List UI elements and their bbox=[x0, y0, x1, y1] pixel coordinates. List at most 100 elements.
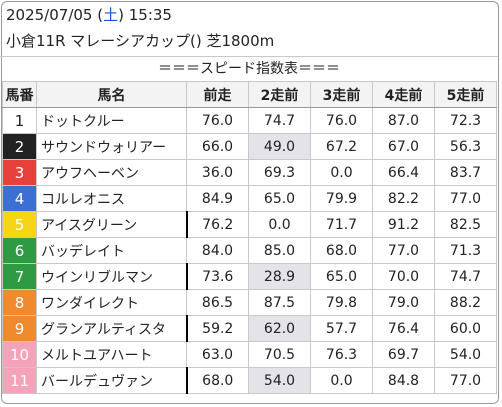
speed-index-value: 79.9 bbox=[310, 185, 373, 212]
horse-name: ウインリブルマン bbox=[36, 263, 188, 290]
speed-index-value: 85.0 bbox=[248, 237, 311, 264]
speed-index-value: 72.3 bbox=[434, 107, 497, 134]
horse-number: 10 bbox=[2, 341, 37, 368]
speed-index-value: 79.8 bbox=[310, 289, 373, 316]
horse-number: 5 bbox=[2, 211, 37, 238]
speed-index-value: 86.5 bbox=[186, 289, 249, 316]
speed-index-value: 68.0 bbox=[186, 367, 249, 394]
speed-index-banner: ＝＝＝スピード指数表＝＝＝ bbox=[0, 56, 498, 81]
horse-number: 3 bbox=[2, 159, 37, 186]
speed-index-value: 0.0 bbox=[310, 367, 373, 394]
horse-number: 8 bbox=[2, 289, 37, 316]
speed-index-value: 76.4 bbox=[372, 315, 435, 342]
speed-index-value: 70.5 bbox=[248, 341, 311, 368]
speed-index-value: 49.0 bbox=[248, 133, 311, 160]
speed-index-value: 66.4 bbox=[372, 159, 435, 186]
speed-index-value: 91.2 bbox=[372, 211, 435, 238]
speed-index-value: 76.0 bbox=[186, 107, 249, 134]
col-header-5back: 5走前 bbox=[434, 81, 497, 108]
speed-index-value: 59.2 bbox=[186, 315, 249, 342]
table-row: 5 アイスグリーン 76.2 0.0 71.7 91.2 82.5 bbox=[2, 211, 497, 238]
race-weekday: 土 bbox=[103, 6, 119, 24]
speed-index-value: 88.2 bbox=[434, 289, 497, 316]
speed-index-value: 69.7 bbox=[372, 341, 435, 368]
speed-index-value: 77.0 bbox=[372, 237, 435, 264]
speed-index-value: 71.7 bbox=[310, 211, 373, 238]
speed-index-value: 82.2 bbox=[372, 185, 435, 212]
speed-index-value: 79.0 bbox=[372, 289, 435, 316]
speed-index-value: 76.3 bbox=[310, 341, 373, 368]
speed-index-value: 83.7 bbox=[434, 159, 497, 186]
col-header-last: 前走 bbox=[186, 81, 249, 108]
horse-number: 2 bbox=[2, 133, 37, 160]
table-row: 8 ワンダイレクト 86.5 87.5 79.8 79.0 88.2 bbox=[2, 289, 497, 316]
speed-index-table: 馬番 馬名 前走 2走前 3走前 4走前 5走前 1 ドットクルー 76.0 74.7… bbox=[2, 81, 497, 394]
table-row: 6 バッデレイト 84.0 85.0 68.0 77.0 71.3 bbox=[2, 237, 497, 264]
horse-name: アイスグリーン bbox=[36, 211, 188, 238]
horse-name: グランアルティスタ bbox=[36, 315, 188, 342]
col-header-3back: 3走前 bbox=[310, 81, 373, 108]
race-date: 2025/07/05 bbox=[6, 6, 93, 24]
speed-index-value: 87.5 bbox=[248, 289, 311, 316]
speed-index-value: 77.0 bbox=[434, 367, 497, 394]
speed-index-value: 0.0 bbox=[310, 159, 373, 186]
table-row: 11 バールデュヴァン 68.0 54.0 0.0 84.8 77.0 bbox=[2, 367, 497, 394]
speed-index-value: 84.9 bbox=[186, 185, 249, 212]
speed-index-value: 87.0 bbox=[372, 107, 435, 134]
horse-name: コルレオニス bbox=[36, 185, 187, 212]
speed-index-value: 76.2 bbox=[186, 211, 249, 238]
speed-index-value: 60.0 bbox=[434, 315, 497, 342]
speed-index-value: 65.0 bbox=[310, 263, 373, 290]
col-header-2back: 2走前 bbox=[248, 81, 311, 108]
horse-name: ワンダイレクト bbox=[36, 289, 187, 316]
table-row: 2 サウンドウォリアー 66.0 49.0 67.2 67.0 56.3 bbox=[2, 133, 497, 160]
speed-index-value: 70.0 bbox=[372, 263, 435, 290]
horse-name: ドットクルー bbox=[36, 107, 187, 134]
horse-number: 11 bbox=[2, 367, 37, 394]
speed-index-value: 76.0 bbox=[310, 107, 373, 134]
speed-index-value: 65.0 bbox=[248, 185, 311, 212]
race-title: 小倉11R マレーシアカップ() 芝1800m bbox=[6, 32, 275, 50]
horse-name: バッデレイト bbox=[36, 237, 187, 264]
table-row: 10 メルトユアハート 63.0 70.5 76.3 69.7 54.0 bbox=[2, 341, 497, 368]
speed-index-value: 56.3 bbox=[434, 133, 497, 160]
table-row: 4 コルレオニス 84.9 65.0 79.9 82.2 77.0 bbox=[2, 185, 497, 212]
race-time: 15:35 bbox=[128, 6, 172, 24]
speed-index-value: 66.0 bbox=[186, 133, 249, 160]
speed-index-value: 71.3 bbox=[434, 237, 497, 264]
speed-index-value: 0.0 bbox=[248, 211, 311, 238]
speed-index-value: 67.0 bbox=[372, 133, 435, 160]
speed-index-value: 74.7 bbox=[434, 263, 497, 290]
speed-index-value: 67.2 bbox=[310, 133, 373, 160]
col-header-4back: 4走前 bbox=[372, 81, 435, 108]
speed-index-value: 77.0 bbox=[434, 185, 497, 212]
table-row: 3 アウフヘーベン 36.0 69.3 0.0 66.4 83.7 bbox=[2, 159, 497, 186]
horse-number: 6 bbox=[2, 237, 37, 264]
table-row: 9 グランアルティスタ 59.2 62.0 57.7 76.4 60.0 bbox=[2, 315, 497, 342]
speed-index-value: 73.6 bbox=[186, 263, 249, 290]
speed-index-value: 82.5 bbox=[434, 211, 497, 238]
speed-index-value: 28.9 bbox=[248, 263, 311, 290]
table-header-row: 馬番 馬名 前走 2走前 3走前 4走前 5走前 bbox=[2, 81, 497, 108]
col-header-number: 馬番 bbox=[2, 81, 37, 108]
table-row: 7 ウインリブルマン 73.6 28.9 65.0 70.0 74.7 bbox=[2, 263, 497, 290]
speed-index-value: 68.0 bbox=[310, 237, 373, 264]
horse-name: メルトユアハート bbox=[36, 341, 187, 368]
speed-index-value: 74.7 bbox=[248, 107, 311, 134]
horse-number: 1 bbox=[2, 107, 37, 134]
speed-index-value: 57.7 bbox=[310, 315, 373, 342]
horse-number: 7 bbox=[2, 263, 37, 290]
speed-index-value: 69.3 bbox=[248, 159, 311, 186]
speed-index-value: 84.8 bbox=[372, 367, 435, 394]
horse-number: 4 bbox=[2, 185, 37, 212]
speed-index-value: 62.0 bbox=[248, 315, 311, 342]
horse-name: バールデュヴァン bbox=[36, 367, 188, 394]
speed-index-value: 84.0 bbox=[186, 237, 249, 264]
horse-name: アウフヘーベン bbox=[36, 159, 187, 186]
speed-index-value: 63.0 bbox=[186, 341, 249, 368]
speed-index-value: 36.0 bbox=[186, 159, 249, 186]
speed-index-value: 54.0 bbox=[434, 341, 497, 368]
race-datetime: 2025/07/05 (土) 15:35 bbox=[6, 6, 172, 24]
speed-index-value: 54.0 bbox=[248, 367, 311, 394]
